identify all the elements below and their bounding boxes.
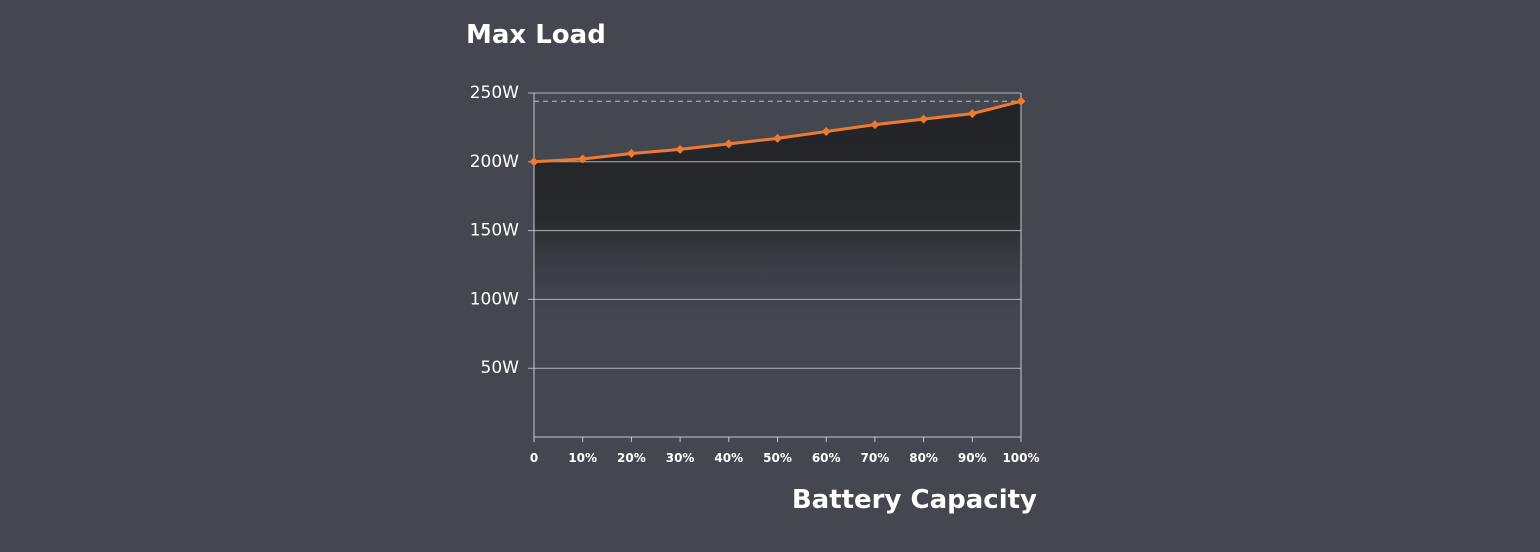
data-point-marker — [1016, 96, 1026, 106]
data-point-marker — [919, 114, 929, 124]
data-point-marker — [578, 154, 588, 164]
y-tick-label: 50W — [481, 358, 520, 378]
x-tick-labels: 0 10% 20% 30% 40% 50% 60% 70% 80% 90% 100% — [530, 451, 1040, 465]
x-tick-label: 10% — [568, 451, 597, 465]
data-point-marker — [626, 149, 636, 159]
x-tick-label: 90% — [958, 451, 987, 465]
area-under-line — [534, 101, 1021, 438]
chart-title: Max Load — [466, 20, 606, 50]
x-tick-label: 30% — [666, 451, 695, 465]
x-axis-label: Battery Capacity — [792, 485, 1037, 515]
data-point-marker — [821, 127, 831, 137]
y-tick-label: 150W — [470, 221, 519, 241]
y-tick-labels: 250W 200W 150W 100W 50W — [470, 83, 519, 378]
y-tick-label: 200W — [470, 152, 519, 172]
area-fill-layer — [534, 101, 1021, 438]
grid-layer — [528, 92, 1021, 369]
x-tick-label: 50% — [763, 451, 792, 465]
data-point-marker — [870, 120, 880, 130]
axis-layer — [533, 93, 1022, 442]
x-tick-label: 40% — [714, 451, 743, 465]
series-layer — [529, 96, 1026, 167]
data-point-marker — [724, 139, 734, 149]
x-tick-label: 70% — [861, 451, 890, 465]
data-point-marker — [967, 109, 977, 119]
data-point-marker — [529, 157, 539, 167]
x-tick-label: 80% — [909, 451, 938, 465]
x-tick-label: 20% — [617, 451, 646, 465]
data-point-marker — [675, 144, 685, 154]
y-tick-label: 100W — [470, 289, 519, 309]
y-tick-label: 250W — [470, 83, 519, 103]
x-tick-label: 60% — [812, 451, 841, 465]
x-tick-label: 100% — [1002, 451, 1039, 465]
data-point-marker — [773, 133, 782, 143]
x-tick-label: 0 — [530, 451, 538, 465]
